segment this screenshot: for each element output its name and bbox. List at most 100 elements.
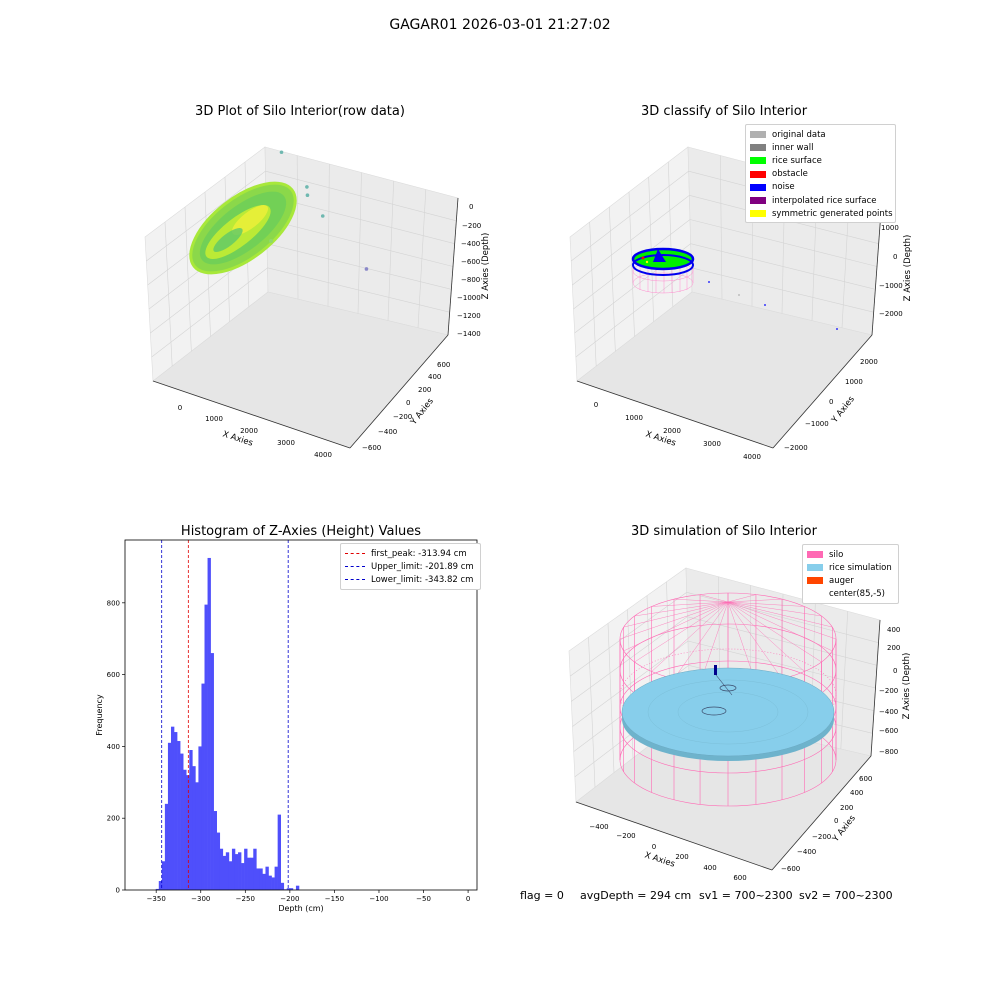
panel3-title: Histogram of Z-Axies (Height) Values — [180, 524, 422, 539]
panel1-title: 3D Plot of Silo Interior(row data) — [195, 104, 405, 119]
status-sv2: sv2 = 700~2300 — [799, 889, 893, 902]
outlier-point — [305, 193, 310, 197]
hist-x-label: Depth (cm) — [278, 904, 323, 913]
p2-z-tick: −2000 — [879, 310, 903, 318]
p2-z-tick: 0 — [893, 253, 897, 261]
p1-z-tick: −400 — [461, 240, 480, 248]
panel4-z-ticks: 400 200 0 −200 −400 −600 −800 — [879, 626, 900, 756]
p1-z-tick: −1000 — [457, 294, 481, 302]
p1-y-tick: 600 — [437, 361, 450, 369]
legend-item-original-data: original data — [750, 128, 890, 141]
p4-x-tick: 600 — [733, 874, 746, 882]
p1-y-tick: −200 — [393, 413, 412, 421]
classify-3d-plot[interactable]: 0 1000 2000 3000 4000 −2000 −1000 0 1000… — [500, 0, 1000, 500]
hist-x-tick-label: −300 — [191, 895, 210, 903]
depth-histogram[interactable]: −350 −300 −250 −200 −150 −100 −50 0 0 200 400 600 8… — [0, 500, 500, 940]
legend-swatch — [750, 144, 766, 152]
p4-x-tick: −400 — [589, 823, 608, 831]
legend-item-obstacle: obstacle — [750, 168, 890, 181]
histogram-bar — [180, 753, 184, 890]
p1-z-label: Z Axies (Depth) — [481, 233, 491, 300]
hist-x-tick-label: −200 — [280, 895, 299, 903]
legend-swatch — [807, 564, 823, 572]
simulation-3d-plot[interactable]: −400 −200 0 200 400 600 −600 −400 −200 0… — [500, 500, 1000, 890]
p1-y-tick: 200 — [418, 386, 431, 394]
classified-silo — [631, 247, 838, 330]
raw-outlier-points — [279, 150, 369, 271]
histogram-bar — [262, 873, 266, 890]
p2-y-tick: 2000 — [860, 358, 878, 366]
panel1-y-ticks: −600 −400 −200 0 200 400 600 — [362, 361, 450, 452]
legend-label: symmetric generated points — [772, 208, 893, 219]
legend-label: rice surface — [772, 155, 822, 166]
p2-x-tick: 1000 — [625, 414, 643, 422]
legend-line-swatch — [345, 553, 365, 555]
p4-y-tick: 200 — [840, 804, 853, 812]
p1-y-tick: −400 — [378, 428, 397, 436]
histogram-bar — [225, 852, 230, 890]
p4-z-tick: 400 — [887, 626, 900, 634]
p2-z-tick: −1000 — [879, 282, 903, 290]
panel2-y-ticks: −2000 −1000 0 1000 2000 — [784, 358, 878, 452]
raw-point-cloud — [189, 181, 297, 275]
p4-x-tick: 400 — [703, 864, 716, 872]
hist-x-tick-label: −350 — [147, 895, 166, 903]
histogram-legend: first_peak: -313.94 cm Upper_limit: -201… — [340, 543, 481, 590]
legend-item-rice-simulation: rice simulation — [807, 561, 893, 574]
simulation-legend: silo rice simulation auger center(85,-5) — [802, 544, 899, 604]
p2-x-tick: 0 — [594, 401, 598, 409]
p2-x-tick: 3000 — [703, 440, 721, 448]
histogram-bar — [213, 811, 217, 890]
p1-x-tick: 4000 — [314, 451, 332, 459]
histogram-bar — [244, 848, 248, 890]
legend-label: first_peak: -313.94 cm — [371, 548, 467, 559]
legend-item-auger: auger — [807, 574, 893, 587]
histogram-bar — [238, 852, 242, 890]
p1-z-tick: 0 — [469, 203, 473, 211]
p4-z-tick: −800 — [879, 748, 898, 756]
legend-item-upper-limit: Upper_limit: -201.89 cm — [345, 560, 475, 573]
histogram-bar — [170, 726, 175, 890]
status-flag: flag = 0 — [520, 889, 564, 902]
histogram-bar — [250, 857, 254, 890]
legend-item-silo: silo — [807, 548, 893, 561]
p4-z-tick: −600 — [879, 727, 898, 735]
histogram-bar — [253, 848, 257, 890]
legend-label: interpolated rice surface — [772, 195, 877, 206]
status-avg-depth: avgDepth = 294 cm — [580, 889, 692, 902]
hist-x-tick-label: −50 — [416, 895, 431, 903]
histogram-bar — [177, 741, 181, 890]
panel2-title: 3D classify of Silo Interior — [640, 104, 808, 119]
p1-x-tick: 0 — [178, 404, 182, 412]
histogram-bar — [247, 857, 251, 890]
p4-x-tick: 200 — [675, 853, 688, 861]
panel2-x-ticks: 0 1000 2000 3000 4000 — [594, 401, 761, 461]
histogram-bar — [164, 803, 169, 890]
p1-y-tick: −600 — [362, 444, 381, 452]
panel4-title: 3D simulation of Silo Interior — [631, 524, 817, 539]
p1-z-tick: −1200 — [457, 312, 481, 320]
histogram-bar — [161, 861, 166, 890]
raw-data-3d-plot[interactable]: 0 1000 2000 3000 4000 −600 −400 −200 0 2… — [0, 0, 500, 500]
hist-y-tick-label: 0 — [116, 887, 120, 895]
p2-y-tick: −1000 — [805, 420, 829, 428]
legend-item-center: center(85,-5) — [807, 588, 893, 601]
histogram-bar — [183, 769, 187, 890]
histogram-bar — [241, 863, 245, 890]
p1-x-tick: 1000 — [205, 415, 223, 423]
legend-label: rice simulation — [829, 562, 892, 573]
legend-label: inner wall — [772, 142, 814, 153]
p4-y-tick: −400 — [797, 848, 816, 856]
legend-swatch — [750, 157, 766, 165]
outlier-point — [364, 267, 369, 271]
legend-item-noise: noise — [750, 181, 890, 194]
p4-y-tick: −200 — [812, 833, 831, 841]
p2-z-tick: 1000 — [881, 224, 899, 232]
hist-y-label: Frequency — [95, 694, 104, 736]
classify-legend: original data inner wall rice surface ob… — [745, 124, 896, 224]
legend-label: auger — [829, 575, 854, 586]
p1-y-tick: 0 — [406, 399, 410, 407]
hist-y-tick-label: 400 — [107, 743, 120, 751]
p2-y-tick: −2000 — [784, 444, 808, 452]
legend-swatch — [807, 590, 823, 598]
